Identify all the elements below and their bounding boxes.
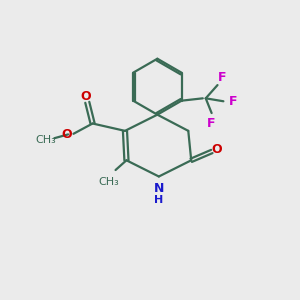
Text: F: F <box>229 95 237 108</box>
Text: CH₃: CH₃ <box>98 177 119 187</box>
Text: F: F <box>207 117 216 130</box>
Text: O: O <box>212 142 222 156</box>
Text: F: F <box>218 71 226 84</box>
Text: H: H <box>154 195 164 205</box>
Text: CH₃: CH₃ <box>36 135 56 145</box>
Text: N: N <box>154 182 164 195</box>
Text: O: O <box>62 128 72 141</box>
Text: O: O <box>80 90 91 103</box>
